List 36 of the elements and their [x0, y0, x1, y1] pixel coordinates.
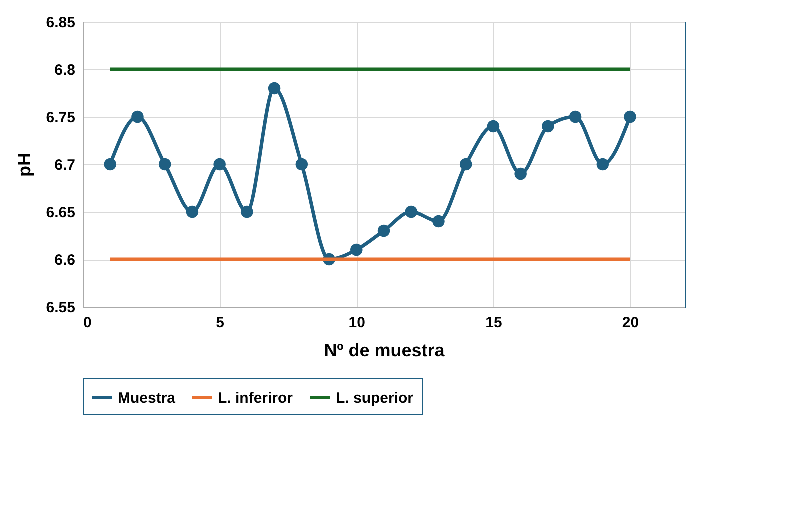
y-tick-label: 6.8: [54, 62, 76, 79]
x-tick-label: 20: [622, 314, 640, 332]
legend-label: L. inferiror: [218, 390, 294, 407]
point: [542, 120, 554, 133]
x-tick-label: 0: [84, 314, 92, 332]
point: [268, 82, 281, 95]
x-tick-label: 10: [348, 314, 366, 332]
point: [514, 168, 527, 180]
legend-label: L. superior: [336, 390, 414, 407]
legend-label: Muestra: [118, 390, 176, 407]
x-tick-label: 15: [486, 314, 502, 332]
point: [132, 110, 144, 124]
y-tick-label: 6.75: [46, 110, 76, 126]
point: [569, 110, 582, 124]
point: [241, 206, 254, 218]
x-axis-title: Nº de muestra: [324, 340, 446, 360]
point: [158, 158, 172, 171]
point: [296, 158, 308, 171]
point: [432, 215, 445, 228]
point: [624, 110, 636, 124]
point: [596, 158, 610, 171]
point: [214, 158, 226, 171]
y-tick-label: 6.55: [46, 300, 76, 316]
y-tick-label: 6.65: [46, 204, 76, 222]
point: [186, 206, 199, 218]
point: [350, 244, 363, 256]
point: [378, 224, 390, 238]
y-tick-label: 6.85: [46, 14, 76, 32]
point: [487, 120, 500, 133]
point: [104, 158, 116, 171]
y-tick-label: 6.7: [54, 157, 76, 174]
point: [405, 206, 418, 218]
x-tick-label: 5: [216, 314, 224, 332]
point: [460, 158, 472, 171]
y-axis-title: pH: [14, 153, 34, 177]
y-tick-label: 6.6: [54, 252, 76, 269]
